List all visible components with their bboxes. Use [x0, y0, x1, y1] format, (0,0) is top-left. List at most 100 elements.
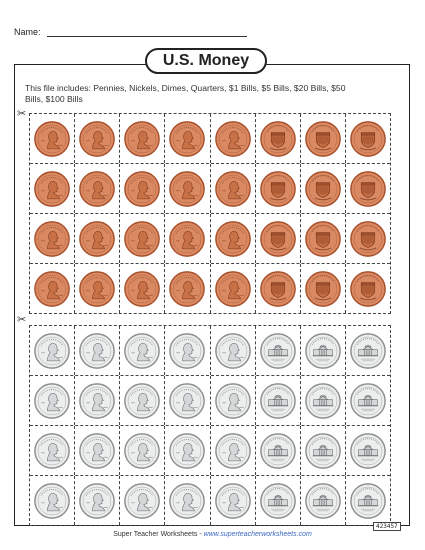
monticello-icon — [350, 432, 386, 469]
jefferson-portrait-icon — [79, 432, 116, 469]
name-label: Name: — [14, 27, 41, 37]
nickel-coin-cell — [254, 376, 300, 425]
union-shield-icon — [350, 120, 386, 157]
union-shield-icon — [259, 120, 296, 157]
monticello-icon — [304, 482, 341, 519]
monticello-icon — [304, 332, 341, 369]
nickel-coin-cell — [119, 476, 164, 525]
jefferson-portrait-icon — [169, 382, 206, 419]
penny-coin-cell — [119, 264, 164, 313]
penny-coin-cell — [30, 164, 74, 213]
jefferson-portrait-icon — [214, 382, 251, 419]
penny-row — [30, 163, 390, 213]
monticello-icon — [304, 382, 341, 419]
penny-coin-cell — [74, 114, 119, 163]
jefferson-portrait-icon — [169, 432, 206, 469]
monticello-icon — [259, 482, 296, 519]
jefferson-portrait-icon — [34, 432, 70, 469]
scissors-icon: ✂ — [17, 108, 27, 120]
file-description: This file includes: Pennies, Nickels, Di… — [25, 83, 346, 104]
monticello-icon — [350, 482, 386, 519]
lincoln-portrait-icon — [214, 120, 251, 157]
name-line — [47, 36, 247, 37]
penny-coin-cell — [119, 164, 164, 213]
penny-coin-cell — [344, 114, 390, 163]
lincoln-portrait-icon — [169, 120, 206, 157]
nickel-coin-cell — [209, 476, 255, 525]
footer: Super Teacher Worksheets - www.superteac… — [0, 531, 425, 538]
nickel-coin-cell — [74, 376, 119, 425]
lincoln-portrait-icon — [79, 270, 116, 307]
scissors-icon: ✂ — [17, 314, 27, 326]
monticello-icon — [259, 382, 296, 419]
nickel-coin-cell — [299, 376, 345, 425]
nickel-row — [30, 475, 390, 525]
union-shield-icon — [350, 170, 386, 207]
penny-row — [30, 213, 390, 263]
penny-coin-cell — [254, 114, 300, 163]
penny-coin-cell — [74, 164, 119, 213]
page-title: U.S. Money — [145, 48, 267, 74]
penny-coin-cell — [74, 214, 119, 263]
penny-grid — [29, 113, 391, 314]
nickel-coin-cell — [164, 476, 209, 525]
union-shield-icon — [304, 170, 341, 207]
nickel-coin-cell — [254, 426, 300, 475]
nickel-coin-cell — [74, 326, 119, 375]
nickel-coin-cell — [164, 376, 209, 425]
penny-coin-cell — [74, 264, 119, 313]
lincoln-portrait-icon — [34, 120, 70, 157]
union-shield-icon — [304, 220, 341, 257]
penny-coin-cell — [344, 164, 390, 213]
lincoln-portrait-icon — [214, 220, 251, 257]
lincoln-portrait-icon — [79, 220, 116, 257]
nickel-coin-cell — [209, 426, 255, 475]
nickel-coin-cell — [74, 476, 119, 525]
nickel-coin-cell — [299, 426, 345, 475]
lincoln-portrait-icon — [124, 120, 161, 157]
lincoln-portrait-icon — [34, 270, 70, 307]
nickel-coin-cell — [30, 476, 74, 525]
penny-coin-cell — [30, 214, 74, 263]
lincoln-portrait-icon — [169, 270, 206, 307]
worksheet-code: 423457 — [373, 522, 401, 531]
nickel-coin-cell — [299, 326, 345, 375]
penny-coin-cell — [119, 114, 164, 163]
lincoln-portrait-icon — [34, 170, 70, 207]
nickel-coin-cell — [119, 426, 164, 475]
jefferson-portrait-icon — [79, 332, 116, 369]
jefferson-portrait-icon — [34, 482, 70, 519]
nickel-coin-cell — [164, 326, 209, 375]
jefferson-portrait-icon — [124, 382, 161, 419]
jefferson-portrait-icon — [34, 382, 70, 419]
nickel-coin-cell — [344, 376, 390, 425]
nickel-coin-cell — [30, 426, 74, 475]
lincoln-portrait-icon — [169, 220, 206, 257]
nickel-coin-cell — [119, 326, 164, 375]
nickel-coin-cell — [30, 376, 74, 425]
penny-coin-cell — [209, 214, 255, 263]
footer-brand: Super Teacher Worksheets - — [113, 531, 204, 538]
penny-coin-cell — [164, 264, 209, 313]
penny-coin-cell — [164, 214, 209, 263]
jefferson-portrait-icon — [169, 482, 206, 519]
penny-coin-cell — [209, 114, 255, 163]
lincoln-portrait-icon — [34, 220, 70, 257]
nickel-row — [30, 326, 390, 375]
lincoln-portrait-icon — [214, 170, 251, 207]
jefferson-portrait-icon — [79, 382, 116, 419]
penny-coin-cell — [209, 264, 255, 313]
penny-coin-cell — [254, 214, 300, 263]
monticello-icon — [259, 332, 296, 369]
nickel-coin-cell — [254, 476, 300, 525]
footer-url[interactable]: www.superteacherworksheets.com — [203, 531, 312, 538]
nickel-coin-cell — [119, 376, 164, 425]
nickel-coin-cell — [209, 376, 255, 425]
penny-coin-cell — [119, 214, 164, 263]
nickel-coin-cell — [344, 326, 390, 375]
nickel-coin-cell — [344, 476, 390, 525]
nickel-coin-cell — [344, 426, 390, 475]
nickel-grid — [29, 325, 391, 526]
jefferson-portrait-icon — [214, 482, 251, 519]
penny-coin-cell — [164, 114, 209, 163]
